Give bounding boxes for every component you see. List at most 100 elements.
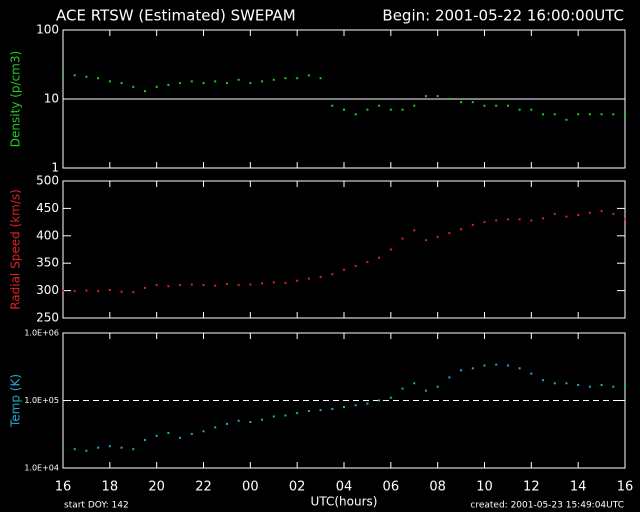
data-point xyxy=(296,412,299,415)
data-point xyxy=(343,108,345,111)
data-point xyxy=(436,235,439,238)
data-point xyxy=(202,284,205,287)
x-tick-label: 10 xyxy=(476,480,493,495)
data-point xyxy=(120,290,123,293)
data-point xyxy=(307,74,310,77)
data-point xyxy=(237,419,240,422)
x-tick-label: 20 xyxy=(148,480,165,495)
data-point xyxy=(97,446,100,449)
data-point xyxy=(565,118,568,121)
data-point xyxy=(85,75,88,78)
data-point xyxy=(366,261,369,264)
data-point xyxy=(577,213,580,216)
data-point xyxy=(471,223,474,226)
data-point xyxy=(214,284,217,287)
data-point xyxy=(261,80,264,83)
data-point xyxy=(331,273,334,276)
data-point xyxy=(518,108,521,111)
data-point xyxy=(424,389,427,392)
x-tick-label: 06 xyxy=(383,480,400,495)
data-point xyxy=(612,212,615,215)
y-tick-label: 350 xyxy=(36,256,59,270)
data-point xyxy=(354,264,357,267)
data-point xyxy=(530,219,533,222)
data-point xyxy=(577,113,580,116)
data-point xyxy=(261,418,264,421)
created-time: created: 2001-05-23 15:49:04UTC xyxy=(470,501,624,511)
data-point xyxy=(132,85,135,88)
data-point xyxy=(307,277,310,280)
y-tick-label: 100 xyxy=(36,23,59,37)
y-tick-label: 300 xyxy=(36,283,59,297)
data-point xyxy=(225,82,228,85)
data-point xyxy=(460,369,463,372)
y-tick-label: 1.0E+05 xyxy=(24,396,59,405)
data-point xyxy=(319,409,322,412)
data-point xyxy=(284,77,287,80)
data-point xyxy=(108,80,111,83)
data-point xyxy=(436,95,439,98)
start-doy: start DOY: 142 xyxy=(64,501,129,511)
data-point xyxy=(588,211,591,214)
y-axis-label: Density (p/cm3) xyxy=(9,51,23,147)
data-point xyxy=(319,77,322,80)
data-point xyxy=(190,432,193,435)
data-point xyxy=(378,399,381,402)
y-tick-label: 400 xyxy=(36,228,59,242)
data-point xyxy=(366,402,369,405)
data-point xyxy=(401,108,404,111)
x-axis-label: UTC(hours) xyxy=(311,495,378,509)
data-point xyxy=(542,217,545,220)
data-point xyxy=(506,364,509,367)
data-point xyxy=(120,82,123,85)
data-point xyxy=(202,430,205,433)
x-tick-label: 12 xyxy=(523,480,540,495)
data-point xyxy=(389,248,392,251)
data-point xyxy=(448,98,451,100)
data-point xyxy=(413,229,416,232)
y-tick-label: 1 xyxy=(51,161,59,175)
data-point xyxy=(624,383,626,386)
x-tick-label: 08 xyxy=(429,480,446,495)
data-point xyxy=(343,406,345,409)
data-point xyxy=(167,285,170,288)
data-point xyxy=(214,80,217,83)
data-point xyxy=(354,404,357,407)
data-point xyxy=(190,80,193,83)
data-point xyxy=(401,387,404,390)
data-point xyxy=(179,284,182,287)
data-point xyxy=(483,364,486,367)
data-point xyxy=(284,414,287,417)
data-point xyxy=(202,82,205,85)
data-point xyxy=(237,78,240,81)
data-point xyxy=(553,113,556,116)
data-point xyxy=(448,232,451,235)
data-point xyxy=(588,113,591,116)
data-point xyxy=(495,363,498,366)
data-point xyxy=(249,283,252,286)
data-point xyxy=(460,228,463,231)
data-point xyxy=(120,446,123,449)
data-point xyxy=(331,407,334,410)
data-point xyxy=(237,284,240,287)
data-point xyxy=(143,438,146,441)
y-tick-label: 450 xyxy=(36,201,59,215)
data-point xyxy=(495,219,498,222)
data-point xyxy=(577,383,580,386)
data-point xyxy=(530,108,533,111)
data-point xyxy=(624,218,626,221)
data-point xyxy=(553,382,556,385)
data-point xyxy=(272,281,275,284)
data-point xyxy=(167,83,170,86)
data-point xyxy=(73,448,76,451)
data-point xyxy=(460,101,463,104)
data-point xyxy=(155,434,158,437)
data-point xyxy=(565,382,568,385)
data-point xyxy=(108,289,111,292)
y-tick-label: 1.0E+06 xyxy=(24,329,59,338)
data-point xyxy=(600,383,603,386)
data-point xyxy=(530,372,533,375)
data-point xyxy=(331,104,334,107)
x-tick-label: 16 xyxy=(55,480,72,495)
data-point xyxy=(214,426,217,429)
